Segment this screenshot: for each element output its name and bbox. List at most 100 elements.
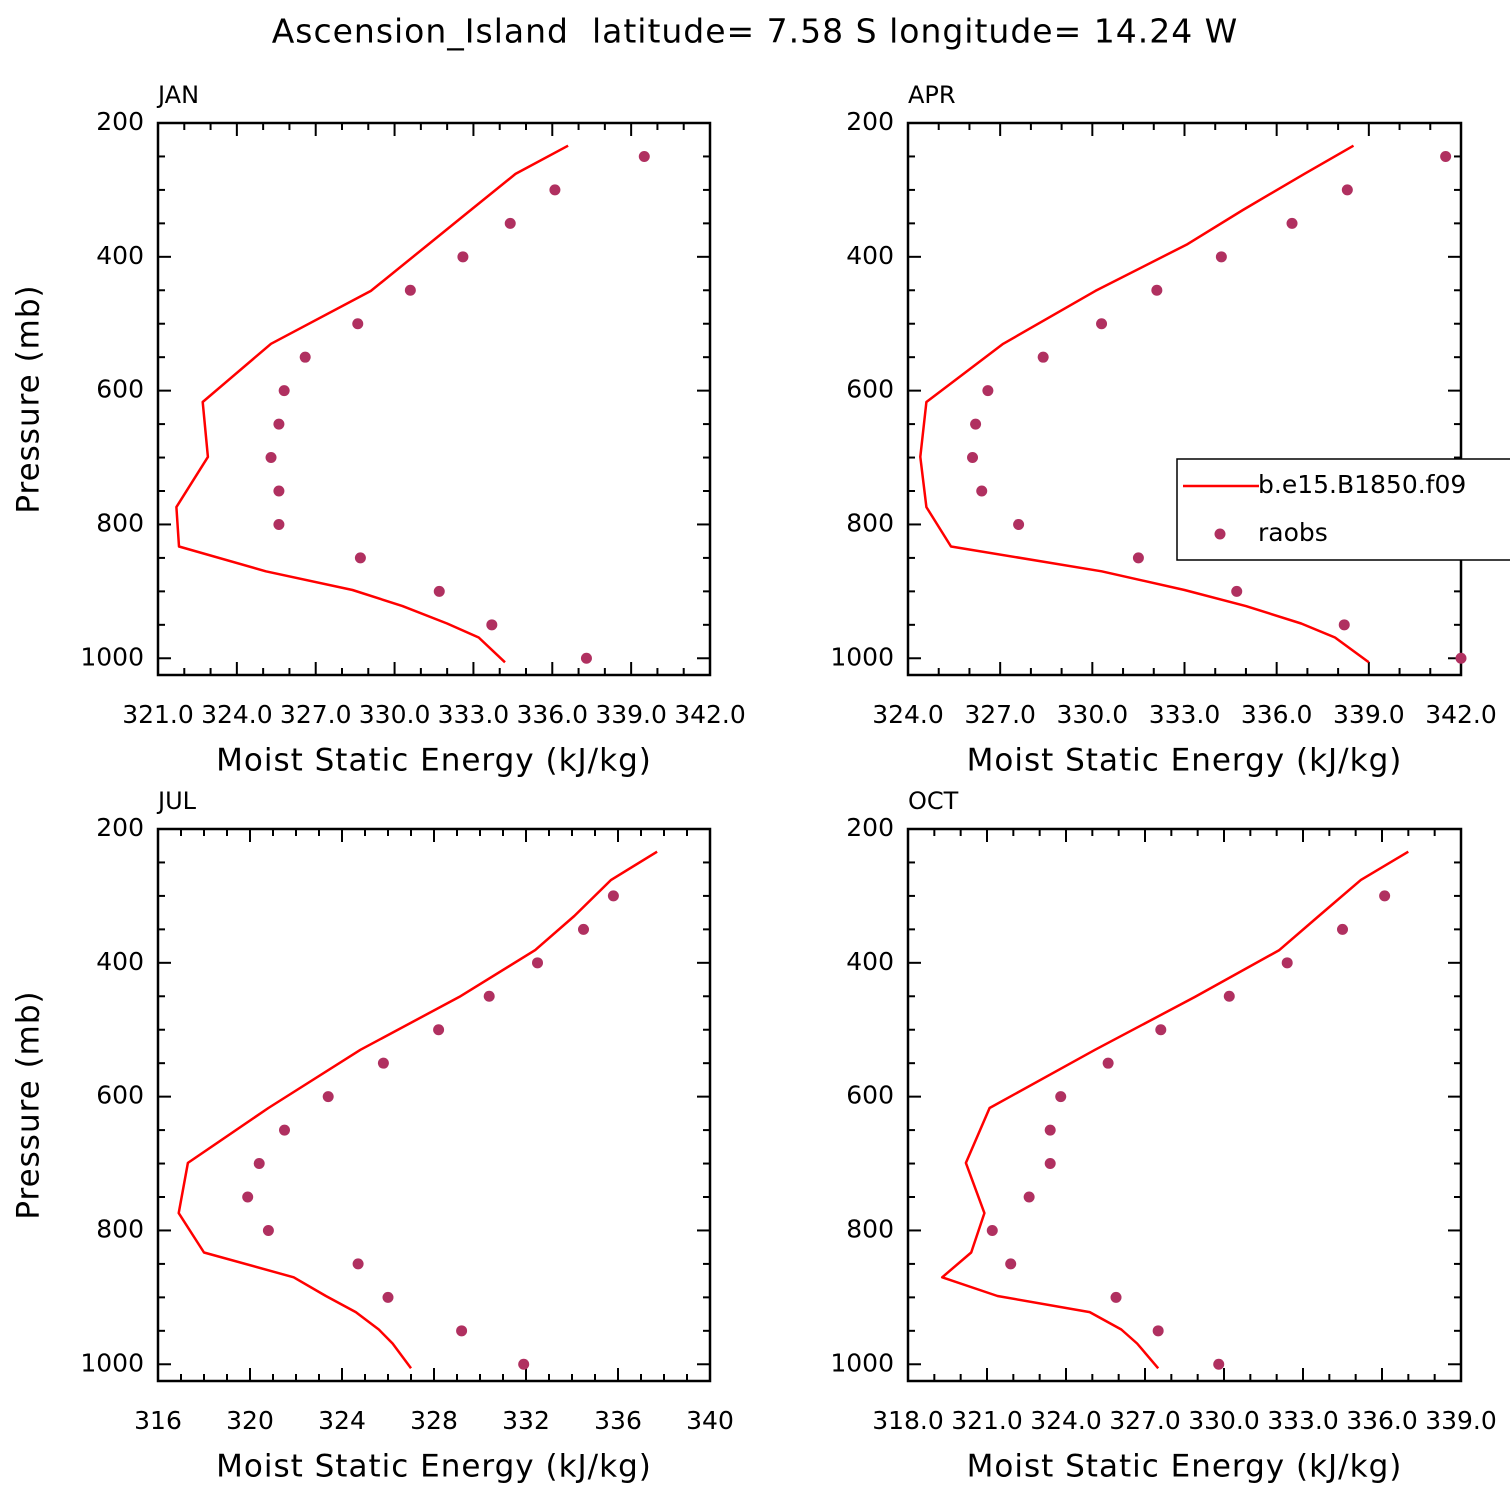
legend-label: raobs xyxy=(1258,518,1328,547)
y-tick-label: 200 xyxy=(846,813,894,842)
obs-point xyxy=(299,351,311,363)
x-tick-label: 336.0 xyxy=(1241,700,1313,729)
obs-point xyxy=(457,251,469,263)
obs-point xyxy=(1005,1258,1017,1270)
x-tick-label: 327.0 xyxy=(280,700,352,729)
obs-point xyxy=(1110,1291,1122,1303)
y-tick-label: 1000 xyxy=(80,1348,144,1377)
obs-point xyxy=(1341,184,1353,196)
obs-point xyxy=(273,418,285,430)
x-tick-label: 332 xyxy=(502,1406,550,1435)
y-tick-label: 600 xyxy=(846,375,894,404)
y-tick-label: 400 xyxy=(846,947,894,976)
x-tick-label: 330.0 xyxy=(1057,700,1129,729)
x-tick-label: 339.0 xyxy=(1425,1406,1497,1435)
obs-point xyxy=(1037,351,1049,363)
obs-point xyxy=(1338,619,1350,631)
obs-point xyxy=(1223,990,1235,1002)
x-tick-label: 320 xyxy=(226,1406,274,1435)
x-tick-label: 327.0 xyxy=(964,700,1036,729)
y-tick-label: 800 xyxy=(96,508,144,537)
x-tick-label: 330.0 xyxy=(1188,1406,1260,1435)
x-tick-label: 333.0 xyxy=(1267,1406,1339,1435)
x-axis-label: Moist Static Energy (kJ/kg) xyxy=(967,743,1403,779)
y-tick-label: 600 xyxy=(846,1081,894,1110)
x-tick-label: 321.0 xyxy=(122,700,194,729)
panel-title: APR xyxy=(908,81,956,109)
y-tick-label: 400 xyxy=(96,241,144,270)
obs-point xyxy=(242,1191,254,1203)
obs-point xyxy=(1013,518,1025,530)
x-tick-label: 339.0 xyxy=(595,700,667,729)
y-tick-label: 800 xyxy=(96,1214,144,1243)
obs-point xyxy=(504,217,516,229)
obs-point xyxy=(578,923,589,935)
obs-point xyxy=(354,552,366,564)
obs-point xyxy=(486,619,498,631)
obs-point xyxy=(549,184,561,196)
legend-box xyxy=(1176,458,1510,561)
obs-point xyxy=(273,518,285,530)
x-tick-label: 324.0 xyxy=(1030,1406,1102,1435)
x-tick-label: 324.0 xyxy=(872,700,944,729)
panel-title: JAN xyxy=(156,81,199,109)
obs-point xyxy=(433,585,445,597)
legend-label: b.e15.B1850.f09 xyxy=(1258,470,1466,499)
obs-point xyxy=(1231,585,1243,597)
obs-point xyxy=(1151,284,1163,296)
obs-point xyxy=(1440,150,1452,162)
y-tick-label: 200 xyxy=(846,107,894,136)
obs-point xyxy=(456,1325,468,1337)
x-tick-label: 333.0 xyxy=(438,700,510,729)
x-tick-label: 324 xyxy=(318,1406,366,1435)
figure-title: Ascension_Island latitude= 7.58 S longit… xyxy=(272,12,1239,51)
x-tick-label: 316 xyxy=(134,1406,182,1435)
obs-point xyxy=(1023,1191,1035,1203)
obs-point xyxy=(518,1358,530,1370)
x-tick-label: 342.0 xyxy=(674,700,746,729)
obs-point xyxy=(976,485,988,497)
plot-frame xyxy=(156,121,712,677)
obs-point xyxy=(1213,1358,1225,1370)
obs-point xyxy=(1044,1158,1056,1170)
x-tick-label: 324.0 xyxy=(201,700,273,729)
x-axis-label: Moist Static Energy (kJ/kg) xyxy=(216,743,652,779)
obs-point xyxy=(352,1258,364,1270)
obs-point xyxy=(1102,1057,1114,1069)
obs-point xyxy=(580,652,592,664)
panel-title: JUL xyxy=(156,787,197,815)
x-tick-label: 328 xyxy=(410,1406,458,1435)
plot-frame xyxy=(906,827,1463,1383)
obs-point xyxy=(1455,652,1467,664)
y-tick-label: 400 xyxy=(846,241,894,270)
plot-frame xyxy=(156,827,712,1383)
obs-point xyxy=(607,890,619,902)
obs-point xyxy=(986,1224,998,1236)
obs-point xyxy=(532,957,543,969)
obs-point xyxy=(1337,923,1348,935)
obs-point xyxy=(279,1124,290,1136)
x-tick-label: 336.0 xyxy=(516,700,588,729)
x-axis-label: Moist Static Energy (kJ/kg) xyxy=(967,1449,1403,1485)
obs-point xyxy=(253,1158,265,1170)
obs-point xyxy=(638,150,650,162)
obs-point xyxy=(982,385,994,397)
model-line xyxy=(175,144,569,664)
y-tick-label: 1000 xyxy=(80,642,144,671)
y-axis-label: Pressure (mb) xyxy=(11,284,47,513)
y-tick-label: 1000 xyxy=(830,642,894,671)
y-tick-label: 600 xyxy=(96,1081,144,1110)
model-line xyxy=(940,850,1409,1370)
x-tick-label: 321.0 xyxy=(951,1406,1023,1435)
obs-point xyxy=(1132,552,1144,564)
obs-point xyxy=(967,452,979,464)
x-tick-label: 336.0 xyxy=(1346,1406,1418,1435)
model-line xyxy=(919,144,1370,664)
obs-point xyxy=(262,1224,274,1236)
obs-point xyxy=(1152,1325,1164,1337)
legend-marker xyxy=(1214,528,1226,540)
obs-point xyxy=(377,1057,389,1069)
x-tick-label: 327.0 xyxy=(1109,1406,1181,1435)
obs-point xyxy=(1055,1091,1067,1103)
